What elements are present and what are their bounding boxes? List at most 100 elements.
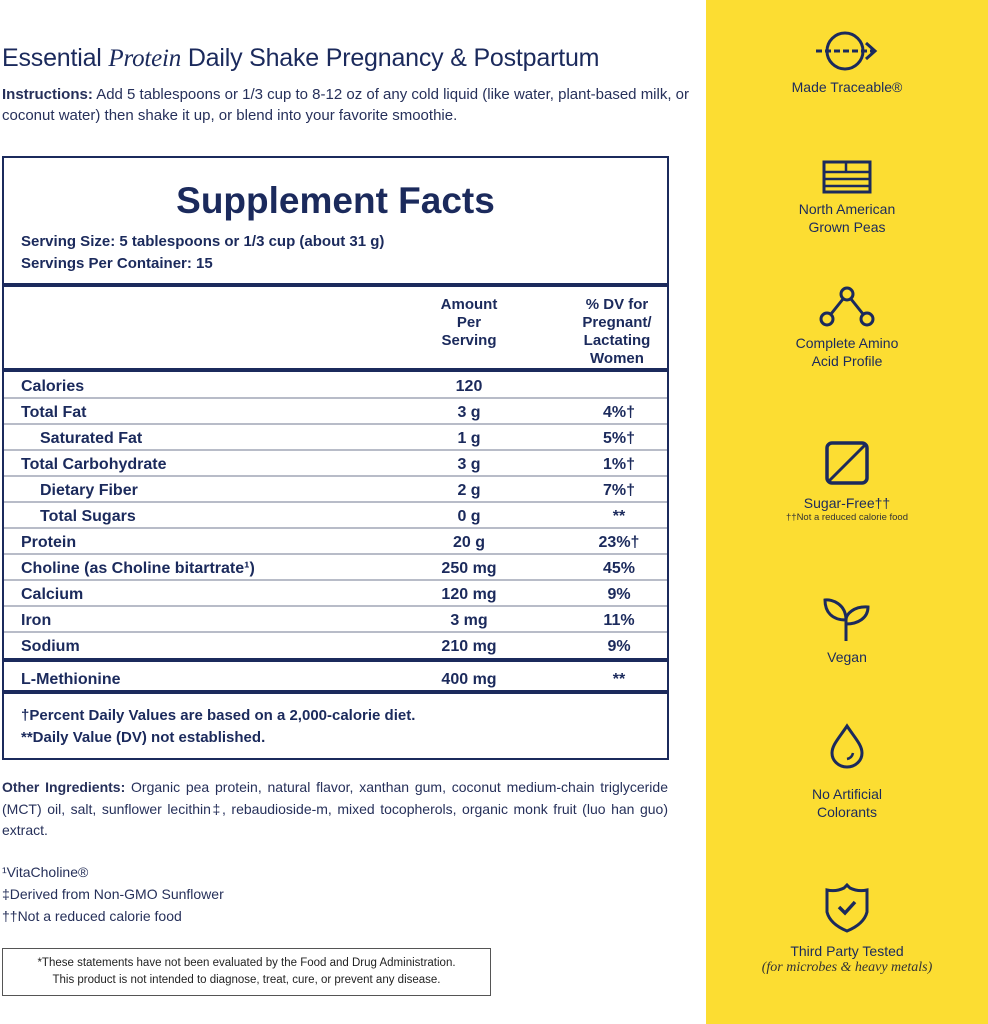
features-panel: Made Traceable® North American Grown Peas…: [706, 0, 988, 1024]
nutrient-amount: 2 g: [457, 482, 481, 499]
other-ingredients: Other Ingredients: Organic pea protein, …: [2, 777, 668, 842]
note-sunflower: ‡Derived from Non-GMO Sunflower: [2, 886, 224, 902]
nutrient-row: Calories 120: [4, 373, 667, 399]
nutrient-amount: 0 g: [457, 508, 481, 525]
nutrient-amount: 3 mg: [450, 612, 488, 629]
nutrient-dv: 7%†: [602, 482, 636, 499]
nutrient-name: Saturated Fat: [40, 430, 143, 447]
flag-icon: [822, 160, 872, 194]
feature-label: North American Grown Peas: [706, 200, 988, 236]
feature-amino: Complete Amino Acid Profile: [706, 284, 988, 370]
nutrient-row: Sodium 210 mg 9%: [4, 633, 667, 659]
feature-sublabel: ††Not a reduced calorie food: [786, 512, 908, 523]
nutrient-row: Total Carbohydrate 3 g 1%†: [4, 451, 667, 477]
label-line: Complete Amino: [795, 335, 899, 351]
title-italic: Protein: [108, 45, 182, 72]
disclaimer-line: *These statements have not been evaluate…: [37, 957, 456, 969]
footnote-not-established: **Daily Value (DV) not established.: [21, 729, 266, 746]
nutrient-name: Choline (as Choline bitartrate¹): [21, 560, 255, 577]
label-line: Grown Peas: [808, 219, 886, 235]
nutrient-row: Choline (as Choline bitartrate¹) 250 mg 45…: [4, 555, 667, 581]
divider: [4, 690, 667, 694]
feature-colorants: No Artificial Colorants: [706, 723, 988, 821]
feature-label: Sugar-Free††: [803, 495, 891, 511]
nutrient-name: L-Methionine: [21, 671, 121, 688]
nutrient-name: Total Sugars: [40, 508, 136, 525]
instructions-text: Add 5 tablespoons or 1/3 cup to 8-12 oz …: [2, 86, 690, 124]
nutrient-row: Total Fat 3 g 4%†: [4, 399, 667, 425]
feature-label: Vegan: [827, 649, 867, 665]
label-line: Acid Profile: [811, 353, 883, 369]
feature-sugar-free: Sugar-Free†† ††Not a reduced calorie foo…: [706, 440, 988, 523]
nutrient-name: Total Carbohydrate: [21, 456, 167, 473]
footnote-dv: †Percent Daily Values are based on a 2,0…: [21, 707, 416, 724]
nutrient-row: Protein 20 g 23%†: [4, 529, 667, 555]
sugar-free-square-icon: [825, 441, 869, 485]
nutrient-amount: 400 mg: [441, 671, 497, 688]
nutrient-dv: 4%†: [602, 404, 636, 421]
other-label: Other Ingredients:: [2, 779, 126, 795]
nutrient-amount: 120: [455, 378, 483, 395]
nutrient-name: Calories: [21, 378, 85, 395]
nutrient-name: Iron: [21, 612, 52, 629]
nutrient-row: Saturated Fat 1 g 5%†: [4, 425, 667, 451]
divider: [4, 283, 667, 287]
nutrient-dv: 9%: [607, 638, 631, 655]
nutrient-amount: 3 g: [457, 456, 481, 473]
nutrient-dv: 5%†: [602, 430, 636, 447]
page-title: Essential Protein Daily Shake Pregnancy …: [2, 44, 599, 73]
divider: [4, 658, 667, 662]
nutrient-row: Calcium 120 mg 9%: [4, 581, 667, 607]
shield-check-icon: [825, 882, 869, 933]
sprout-icon: [823, 598, 870, 641]
feature-north-american: North American Grown Peas: [706, 160, 988, 236]
other-text: Organic pea protein, natural flavor, xan…: [2, 779, 668, 838]
divider: [4, 368, 667, 372]
servings-per-container: Servings Per Container: 15: [21, 255, 213, 272]
label-line: North American: [798, 201, 896, 217]
title-part: Daily Shake Pregnancy & Postpartum: [187, 44, 600, 72]
nutrient-dv: 45%: [602, 560, 636, 577]
feature-label: No Artificial Colorants: [706, 785, 988, 821]
serving-size: Serving Size: 5 tablespoons or 1/3 cup (…: [21, 233, 385, 250]
nutrient-amount: 1 g: [457, 430, 481, 447]
nutrient-dv: **: [612, 671, 626, 688]
nutrient-row: Total Sugars 0 g **: [4, 503, 667, 529]
nutrient-dv: **: [612, 508, 626, 525]
nutrient-name: Protein: [21, 534, 77, 551]
nutrient-amount: 20 g: [452, 534, 485, 551]
nutrient-amount: 250 mg: [441, 560, 497, 577]
feature-third-party: Third Party Tested (for microbes & heavy…: [706, 882, 988, 976]
nutrient-row: L-Methionine 400 mg **: [4, 666, 667, 692]
nutrient-dv: 23%†: [598, 534, 640, 551]
label-line: No Artificial: [811, 786, 883, 802]
supplement-facts-panel: Supplement Facts Serving Size: 5 tablesp…: [2, 156, 669, 760]
nutrient-name: Sodium: [21, 638, 80, 655]
feature-label: Made Traceable®: [791, 79, 903, 95]
col-amount-header: Amount Per Serving: [440, 296, 498, 349]
traceable-arrow-icon: [816, 31, 878, 71]
nutrient-amount: 3 g: [457, 404, 481, 421]
instructions: Instructions: Add 5 tablespoons or 1/3 c…: [2, 84, 692, 126]
disclaimer-line: This product is not intended to diagnose…: [52, 974, 441, 986]
note-calorie: ††Not a reduced calorie food: [2, 908, 182, 924]
nutrient-amount: 120 mg: [441, 586, 497, 603]
facts-title: Supplement Facts: [176, 180, 495, 221]
nutrient-dv: 11%: [603, 612, 635, 629]
title-part: Essential: [2, 44, 102, 72]
feature-label: Complete Amino Acid Profile: [706, 334, 988, 370]
col-dv-header: % DV for Pregnant/ Lactating Women: [582, 296, 652, 367]
fda-disclaimer: *These statements have not been evaluate…: [2, 948, 491, 996]
left-content: Essential Protein Daily Shake Pregnancy …: [2, 44, 692, 996]
nutrient-row: Iron 3 mg 11%: [4, 607, 667, 633]
nutrient-row: Dietary Fiber 2 g 7%†: [4, 477, 667, 503]
molecule-icon: [819, 286, 875, 327]
nutrient-name: Total Fat: [21, 404, 87, 421]
nutrient-name: Calcium: [21, 586, 84, 603]
nutrient-amount: 210 mg: [441, 638, 497, 655]
nutrient-name: Dietary Fiber: [40, 482, 138, 499]
feature-sublabel: (for microbes & heavy metals): [761, 960, 933, 975]
note-vitacholine: ¹VitaCholine®: [2, 864, 89, 880]
instructions-label: Instructions:: [2, 86, 93, 103]
label-line: Colorants: [817, 804, 877, 820]
